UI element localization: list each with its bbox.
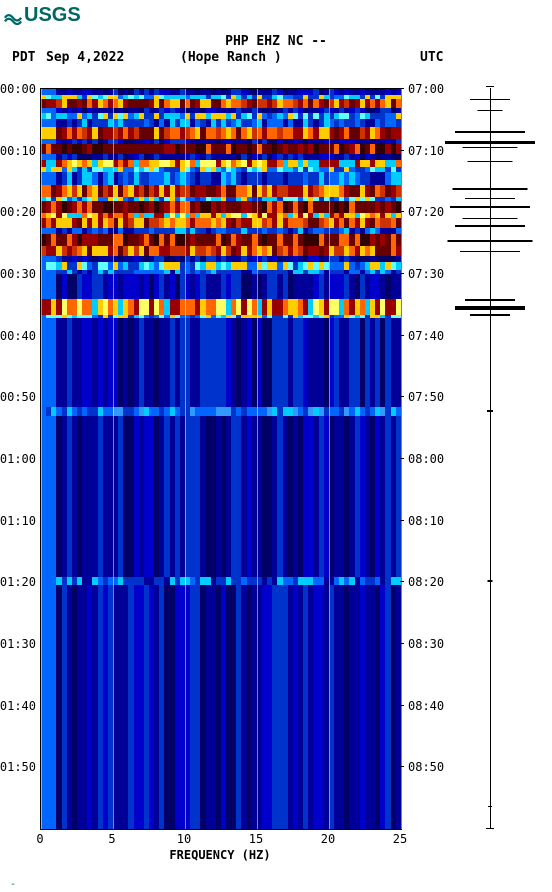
bottom-mark: -	[10, 879, 16, 890]
ytick-left: 00:20	[0, 205, 36, 219]
trace-axis	[490, 88, 491, 828]
seismic-trace	[440, 88, 540, 828]
trace-event	[455, 306, 525, 310]
ytick-right: 08:10	[408, 514, 444, 528]
trace-event	[478, 110, 503, 111]
xtick: 20	[321, 832, 335, 846]
tz-right-label: UTC	[420, 50, 443, 65]
trace-event	[455, 131, 525, 133]
date-label: Sep 4,2022	[46, 50, 124, 65]
trace-event	[488, 806, 492, 807]
ytick-right: 07:40	[408, 329, 444, 343]
spectrogram-canvas	[40, 88, 402, 830]
ytick-left: 00:50	[0, 390, 36, 404]
spectrogram-plot: FREQUENCY (HZ) 00:0000:1000:2000:3000:40…	[40, 88, 400, 828]
trace-cap-bottom	[486, 828, 494, 829]
ytick-right: 08:30	[408, 637, 444, 651]
ytick-left: 01:50	[0, 760, 36, 774]
ytick-right: 07:30	[408, 267, 444, 281]
ytick-left: 00:30	[0, 267, 36, 281]
trace-event	[463, 218, 518, 219]
ytick-right: 07:20	[408, 205, 444, 219]
trace-event	[460, 251, 520, 252]
trace-event	[465, 198, 515, 199]
xtick: 25	[393, 832, 407, 846]
x-axis-label: FREQUENCY (HZ)	[40, 848, 400, 862]
trace-event	[455, 225, 525, 227]
ytick-right: 08:40	[408, 699, 444, 713]
tz-left-label: PDT	[12, 50, 35, 65]
logo-text: USGS	[24, 4, 81, 27]
station-label: (Hope Ranch )	[180, 50, 282, 65]
trace-event	[468, 161, 513, 162]
trace-event	[450, 206, 530, 208]
xtick: 15	[249, 832, 263, 846]
wave-icon	[4, 7, 22, 25]
xtick: 5	[108, 832, 115, 846]
ytick-right: 08:50	[408, 760, 444, 774]
trace-event	[470, 314, 510, 316]
ytick-left: 00:00	[0, 82, 36, 96]
ytick-left: 01:20	[0, 575, 36, 589]
trace-event	[488, 580, 493, 582]
ytick-left: 00:10	[0, 144, 36, 158]
ytick-right: 08:20	[408, 575, 444, 589]
trace-event	[463, 147, 518, 148]
xtick: 10	[177, 832, 191, 846]
ytick-left: 01:30	[0, 637, 36, 651]
ytick-left: 00:40	[0, 329, 36, 343]
trace-event	[453, 188, 528, 190]
ytick-left: 01:10	[0, 514, 36, 528]
trace-event	[448, 240, 533, 242]
chart-title: PHP EHZ NC --	[0, 34, 552, 49]
ytick-right: 07:50	[408, 390, 444, 404]
usgs-logo: USGS	[4, 4, 81, 27]
trace-event	[445, 141, 535, 144]
ytick-left: 01:40	[0, 699, 36, 713]
xtick: 0	[36, 832, 43, 846]
trace-event	[487, 410, 493, 412]
ytick-right: 08:00	[408, 452, 444, 466]
ytick-right: 07:00	[408, 82, 444, 96]
trace-cap-top	[486, 86, 494, 87]
trace-event	[470, 99, 510, 100]
trace-event	[465, 299, 515, 301]
ytick-right: 07:10	[408, 144, 444, 158]
ytick-left: 01:00	[0, 452, 36, 466]
